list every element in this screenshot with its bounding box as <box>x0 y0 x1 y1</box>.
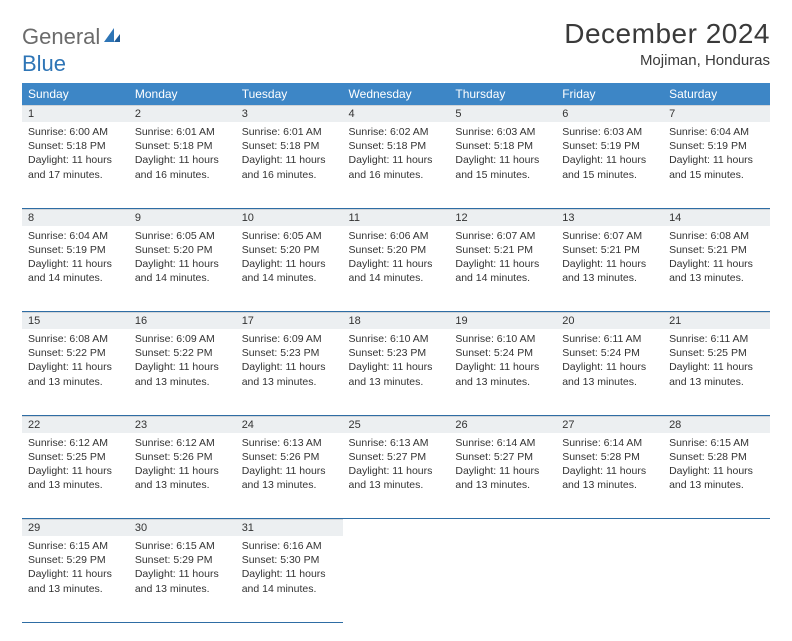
day-cell: Sunrise: 6:05 AMSunset: 5:20 PMDaylight:… <box>236 226 343 292</box>
day-number: 11 <box>343 209 450 226</box>
day-cell: Sunrise: 6:14 AMSunset: 5:28 PMDaylight:… <box>556 433 663 499</box>
day-cell: Sunrise: 6:07 AMSunset: 5:21 PMDaylight:… <box>449 226 556 292</box>
day-number: 9 <box>129 209 236 226</box>
day-cell: Sunrise: 6:08 AMSunset: 5:22 PMDaylight:… <box>22 329 129 395</box>
title-block: December 2024 Mojiman, Honduras <box>564 18 770 69</box>
week-row: Sunrise: 6:00 AMSunset: 5:18 PMDaylight:… <box>22 122 770 208</box>
day-cell: Sunrise: 6:01 AMSunset: 5:18 PMDaylight:… <box>129 122 236 188</box>
day-header: Thursday <box>449 83 556 105</box>
day-cell: Sunrise: 6:15 AMSunset: 5:28 PMDaylight:… <box>663 433 770 499</box>
day-cell: Sunrise: 6:11 AMSunset: 5:25 PMDaylight:… <box>663 329 770 395</box>
day-number: 24 <box>236 416 343 433</box>
daynum-row: 15161718192021 <box>22 312 770 330</box>
brand-word-1: General <box>22 24 100 50</box>
day-number: 31 <box>236 519 343 536</box>
day-cell: Sunrise: 6:08 AMSunset: 5:21 PMDaylight:… <box>663 226 770 292</box>
day-cell: Sunrise: 6:03 AMSunset: 5:18 PMDaylight:… <box>449 122 556 188</box>
day-number: 30 <box>129 519 236 536</box>
day-cell: Sunrise: 6:01 AMSunset: 5:18 PMDaylight:… <box>236 122 343 188</box>
day-number: 3 <box>236 105 343 122</box>
day-number: 27 <box>556 416 663 433</box>
day-cell: Sunrise: 6:13 AMSunset: 5:27 PMDaylight:… <box>343 433 450 499</box>
day-number: 21 <box>663 312 770 329</box>
day-number: 6 <box>556 105 663 122</box>
day-number: 8 <box>22 209 129 226</box>
day-cell: Sunrise: 6:12 AMSunset: 5:25 PMDaylight:… <box>22 433 129 499</box>
day-cell: Sunrise: 6:15 AMSunset: 5:29 PMDaylight:… <box>129 536 236 602</box>
day-number: 15 <box>22 312 129 329</box>
day-number: 20 <box>556 312 663 329</box>
week-row: Sunrise: 6:15 AMSunset: 5:29 PMDaylight:… <box>22 536 770 622</box>
month-title: December 2024 <box>564 18 770 50</box>
day-number: 23 <box>129 416 236 433</box>
day-cell: Sunrise: 6:10 AMSunset: 5:24 PMDaylight:… <box>449 329 556 395</box>
day-cell: Sunrise: 6:09 AMSunset: 5:22 PMDaylight:… <box>129 329 236 395</box>
day-number: 10 <box>236 209 343 226</box>
day-number: 22 <box>22 416 129 433</box>
day-cell: Sunrise: 6:12 AMSunset: 5:26 PMDaylight:… <box>129 433 236 499</box>
day-number: 25 <box>343 416 450 433</box>
week-row: Sunrise: 6:04 AMSunset: 5:19 PMDaylight:… <box>22 226 770 312</box>
day-cell: Sunrise: 6:14 AMSunset: 5:27 PMDaylight:… <box>449 433 556 499</box>
day-number: 4 <box>343 105 450 122</box>
day-number: 17 <box>236 312 343 329</box>
day-number: 18 <box>343 312 450 329</box>
day-cell: Sunrise: 6:06 AMSunset: 5:20 PMDaylight:… <box>343 226 450 292</box>
day-cell: Sunrise: 6:13 AMSunset: 5:26 PMDaylight:… <box>236 433 343 499</box>
location-text: Mojiman, Honduras <box>564 52 770 69</box>
day-header: Wednesday <box>343 83 450 105</box>
week-row: Sunrise: 6:08 AMSunset: 5:22 PMDaylight:… <box>22 329 770 415</box>
day-cell: Sunrise: 6:00 AMSunset: 5:18 PMDaylight:… <box>22 122 129 188</box>
day-header-row: SundayMondayTuesdayWednesdayThursdayFrid… <box>22 83 770 105</box>
day-number: 1 <box>22 105 129 122</box>
day-number: 16 <box>129 312 236 329</box>
day-cell: Sunrise: 6:03 AMSunset: 5:19 PMDaylight:… <box>556 122 663 188</box>
calendar-table: SundayMondayTuesdayWednesdayThursdayFrid… <box>22 83 770 623</box>
day-cell: Sunrise: 6:07 AMSunset: 5:21 PMDaylight:… <box>556 226 663 292</box>
day-number: 2 <box>129 105 236 122</box>
day-cell: Sunrise: 6:02 AMSunset: 5:18 PMDaylight:… <box>343 122 450 188</box>
day-number: 28 <box>663 416 770 433</box>
day-header: Friday <box>556 83 663 105</box>
day-cell: Sunrise: 6:15 AMSunset: 5:29 PMDaylight:… <box>22 536 129 602</box>
day-cell: Sunrise: 6:04 AMSunset: 5:19 PMDaylight:… <box>663 122 770 188</box>
calendar-body: 1234567Sunrise: 6:00 AMSunset: 5:18 PMDa… <box>22 105 770 622</box>
day-number: 19 <box>449 312 556 329</box>
day-cell: Sunrise: 6:05 AMSunset: 5:20 PMDaylight:… <box>129 226 236 292</box>
day-number: 13 <box>556 209 663 226</box>
day-number: 26 <box>449 416 556 433</box>
day-number: 29 <box>22 519 129 536</box>
day-header: Saturday <box>663 83 770 105</box>
brand-word-2: Blue <box>22 51 66 77</box>
day-number: 12 <box>449 209 556 226</box>
day-header: Tuesday <box>236 83 343 105</box>
day-header: Monday <box>129 83 236 105</box>
brand-logo: General <box>22 18 122 50</box>
day-number: 5 <box>449 105 556 122</box>
day-cell: Sunrise: 6:16 AMSunset: 5:30 PMDaylight:… <box>236 536 343 602</box>
sail-icon <box>102 24 122 50</box>
daynum-row: 293031 <box>22 519 770 537</box>
day-cell: Sunrise: 6:10 AMSunset: 5:23 PMDaylight:… <box>343 329 450 395</box>
day-cell: Sunrise: 6:11 AMSunset: 5:24 PMDaylight:… <box>556 329 663 395</box>
day-cell: Sunrise: 6:09 AMSunset: 5:23 PMDaylight:… <box>236 329 343 395</box>
day-number: 14 <box>663 209 770 226</box>
daynum-row: 22232425262728 <box>22 415 770 433</box>
daynum-row: 891011121314 <box>22 208 770 226</box>
day-number: 7 <box>663 105 770 122</box>
day-cell: Sunrise: 6:04 AMSunset: 5:19 PMDaylight:… <box>22 226 129 292</box>
day-header: Sunday <box>22 83 129 105</box>
week-row: Sunrise: 6:12 AMSunset: 5:25 PMDaylight:… <box>22 433 770 519</box>
daynum-row: 1234567 <box>22 105 770 122</box>
